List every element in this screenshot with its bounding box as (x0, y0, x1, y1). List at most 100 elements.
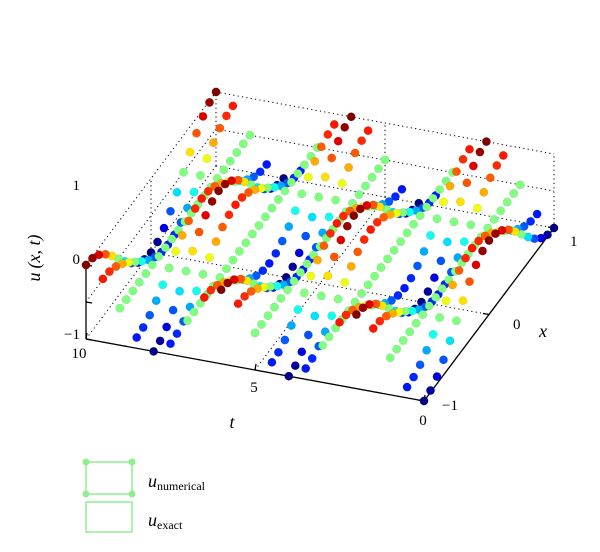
legend-numerical-marker (82, 490, 90, 498)
data-point (363, 126, 373, 136)
data-point (197, 194, 207, 204)
data-point (380, 155, 390, 165)
data-point (310, 156, 320, 166)
data-point (436, 256, 446, 266)
data-point (327, 153, 337, 163)
legend-exact-swatch (85, 501, 133, 533)
data-point (383, 254, 393, 264)
data-point (138, 323, 148, 332)
data-point (134, 277, 144, 287)
data-point (359, 235, 369, 245)
data-point (153, 237, 162, 247)
data-point (471, 260, 481, 270)
data-point (324, 212, 334, 222)
data-point (424, 301, 434, 311)
data-point (264, 258, 274, 268)
data-point (189, 187, 199, 197)
data-point (498, 151, 508, 160)
data-point (255, 167, 265, 177)
data-point (381, 311, 391, 321)
data-point (439, 197, 448, 207)
data-point (164, 263, 174, 273)
legend-numerical-sub: numerical (157, 479, 206, 493)
data-point (478, 246, 487, 256)
data-point (479, 187, 489, 197)
data-point (439, 355, 448, 365)
data-point (355, 204, 365, 214)
data-point (155, 336, 165, 346)
data-point (361, 181, 370, 191)
data-point (335, 317, 344, 327)
data-point (323, 130, 333, 139)
data-point (357, 136, 367, 146)
data-point (270, 302, 279, 312)
data-points (81, 87, 559, 406)
data-point (458, 154, 468, 164)
data-point (171, 246, 181, 256)
data-point (199, 293, 209, 302)
legend-numerical-swatch (85, 461, 133, 495)
data-point (526, 216, 536, 226)
data-point (198, 111, 208, 121)
data-point (167, 234, 177, 244)
data-point (88, 253, 97, 263)
data-point (220, 179, 230, 189)
data-point (192, 286, 201, 296)
data-point (232, 148, 242, 157)
data-point (323, 271, 333, 281)
t-tick-label: 5 (250, 380, 258, 396)
data-point (234, 246, 244, 256)
data-point (166, 339, 175, 349)
data-point (241, 238, 251, 248)
data-point (333, 294, 343, 304)
grid-line (215, 91, 555, 155)
data-point (214, 186, 224, 196)
data-point (245, 130, 255, 140)
data-point (367, 172, 377, 182)
data-point (158, 280, 168, 290)
data-point (297, 347, 307, 357)
data-point (273, 347, 283, 357)
data-point (247, 229, 257, 239)
data-point (437, 284, 447, 294)
data-point (240, 291, 250, 301)
data-point (177, 230, 187, 240)
data-point (303, 330, 313, 340)
u-axis-label-main: u (24, 272, 44, 281)
data-point (293, 169, 303, 179)
data-point (331, 195, 341, 205)
data-point (489, 214, 499, 224)
data-point (267, 203, 277, 213)
data-point (288, 262, 298, 272)
data-point (208, 138, 218, 148)
data-point (283, 285, 292, 295)
data-point (128, 286, 138, 296)
data-point (81, 260, 91, 270)
data-point (316, 142, 326, 152)
data-point (325, 228, 335, 238)
data-point (467, 243, 477, 253)
data-point (354, 190, 364, 200)
data-point (203, 186, 213, 196)
data-point (390, 192, 400, 202)
data-point (302, 259, 312, 269)
data-point (329, 120, 339, 129)
data-point (389, 245, 399, 255)
data-point (349, 211, 359, 221)
data-point (474, 236, 484, 246)
data-point (141, 269, 151, 279)
legend-numerical-marker (128, 458, 136, 466)
data-point (238, 139, 248, 149)
data-point (310, 311, 320, 321)
data-point (219, 165, 229, 175)
data-point (465, 277, 474, 287)
u-tick (85, 338, 93, 341)
data-point (182, 316, 192, 326)
x-tick (482, 312, 490, 316)
grid-line (85, 165, 217, 340)
t-axis-label: t (229, 412, 235, 432)
data-point (400, 283, 409, 293)
data-point (333, 136, 343, 146)
data-point (509, 189, 519, 198)
